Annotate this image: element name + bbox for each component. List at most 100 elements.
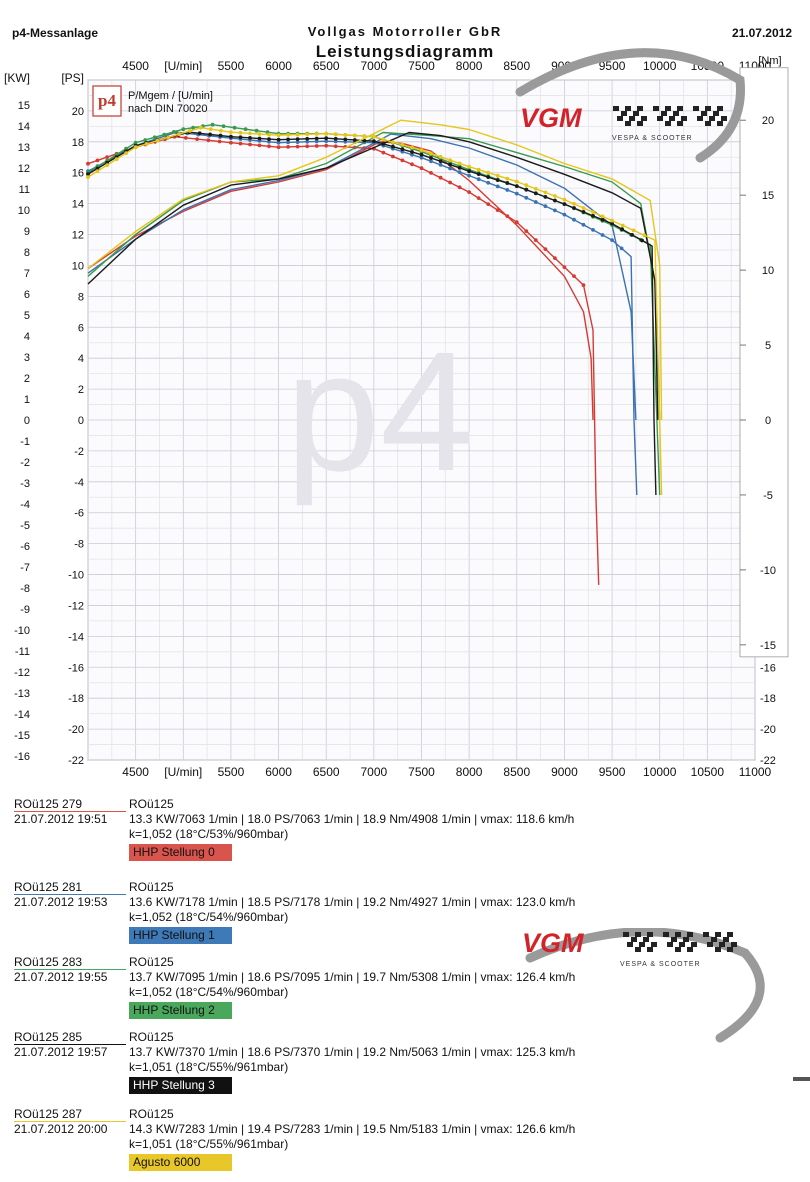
torque-point: [581, 206, 586, 210]
ps-tick-label-left: -18: [68, 693, 84, 705]
chart-legend: p4 P/Mgem / [U/min] nach DIN 70020: [92, 85, 213, 117]
torque-point: [229, 130, 233, 135]
checker-square: [617, 116, 623, 121]
torque-point: [457, 166, 462, 170]
torque-point: [144, 142, 149, 146]
ps-tick-label-left: 8: [78, 291, 84, 303]
torque-point: [152, 135, 157, 140]
x-axis-label-top: [U/min]: [164, 59, 202, 73]
torque-point: [486, 180, 491, 185]
torque-point: [400, 142, 405, 147]
run-model: ROü125: [129, 797, 174, 811]
kw-tick-label: 4: [24, 331, 30, 343]
torque-point: [600, 214, 605, 219]
ps-tick-label-left: -20: [68, 724, 84, 736]
torque-point: [514, 220, 519, 225]
ps-axis-label-left: [PS]: [61, 71, 84, 85]
ps-tick-label-right: -16: [760, 662, 776, 674]
torque-point: [429, 151, 433, 156]
torque-point: [229, 134, 233, 139]
torque-point: [591, 213, 595, 218]
torque-point: [448, 166, 452, 171]
torque-point: [276, 145, 281, 150]
torque-point: [219, 128, 223, 133]
checker-square: [663, 932, 669, 937]
torque-point: [314, 136, 319, 141]
dyno-chart: p4 4500450055005500600060006500650070007…: [4, 48, 789, 779]
torque-point: [410, 150, 414, 154]
torque-point: [124, 146, 128, 151]
kw-tick-label: -13: [14, 688, 30, 700]
checker-square: [717, 106, 723, 111]
torque-point: [495, 208, 500, 213]
torque-point: [324, 131, 329, 136]
x-tick-label-bottom: 7000: [361, 765, 388, 779]
kw-tick-label: -12: [14, 667, 30, 679]
torque-point: [620, 223, 625, 228]
series-layer: [86, 119, 663, 585]
vgm-logo: VGM VESPA & SCOOTER: [515, 48, 745, 163]
run-id: ROü125 287: [14, 1107, 83, 1121]
torque-point: [533, 238, 538, 243]
checker-square: [665, 106, 671, 111]
torque-point: [197, 131, 202, 136]
torque-point: [400, 147, 405, 152]
torque-point: [333, 144, 338, 149]
checker-square: [715, 932, 721, 937]
torque-axis-panel: [739, 67, 789, 658]
torque-point: [553, 194, 557, 198]
torque-point: [642, 233, 647, 238]
ps-tick-label-left: 0: [78, 415, 84, 427]
p4-badge-text: p4: [98, 91, 116, 110]
torque-point: [391, 140, 395, 145]
torque-point: [524, 187, 529, 192]
torque-point: [553, 256, 557, 260]
ps-tick-label-right: -20: [760, 724, 776, 736]
torque-point: [524, 229, 529, 234]
torque-point: [410, 162, 414, 167]
torque-point: [254, 128, 259, 133]
torque-point: [495, 173, 500, 178]
torque-point: [95, 166, 100, 171]
x-tick-label-bottom: 6000: [265, 765, 292, 779]
run-stats: 13.7 KW/7370 1/min | 18.6 PS/7370 1/min …: [129, 1045, 576, 1059]
torque-point: [162, 132, 167, 137]
torque-point: [324, 143, 329, 148]
x-tick-label-top: 4500: [122, 59, 149, 73]
run-tag: HHP Stellung 0: [129, 844, 232, 861]
kw-tick-label: -4: [20, 499, 30, 511]
run-id-underline: [14, 1121, 126, 1122]
torque-point: [248, 142, 252, 147]
checker-square: [653, 106, 659, 111]
run-model: ROü125: [129, 1030, 174, 1044]
kw-tick-label: -2: [20, 457, 30, 469]
torque-point: [362, 134, 367, 139]
run-id: ROü125 283: [14, 955, 83, 969]
torque-point: [514, 184, 519, 189]
ps-tick-label-left: 2: [78, 384, 84, 396]
run-summary: 21.07.2012 20:00 14.3 KW/7283 1/min | 19.…: [14, 1122, 575, 1136]
run-date: 21.07.2012 19:57: [14, 1045, 108, 1059]
torque-point: [305, 132, 310, 137]
torque-point: [448, 180, 452, 185]
run-model: ROü125: [129, 955, 174, 969]
checker-square: [727, 932, 733, 937]
torque-point: [295, 144, 300, 149]
x-axis-label-bottom: [U/min]: [164, 765, 202, 779]
checker-square: [705, 106, 711, 111]
torque-point: [286, 133, 290, 137]
torque-point: [448, 158, 452, 163]
torque-point: [505, 188, 510, 192]
run-kfactor: k=1,052 (18°C/54%/960mbar): [129, 910, 289, 924]
checker-square: [639, 942, 645, 947]
torque-point: [267, 139, 271, 144]
x-tick-label-bottom: 4500: [122, 765, 149, 779]
torque-point: [198, 125, 203, 130]
run-id-underline: [14, 969, 126, 970]
x-tick-label-top: 8000: [456, 59, 483, 73]
checker-square: [637, 106, 643, 111]
torque-point: [410, 145, 414, 150]
torque-point: [476, 172, 481, 177]
run-tag: HHP Stellung 1: [129, 927, 232, 944]
torque-point: [572, 217, 576, 222]
